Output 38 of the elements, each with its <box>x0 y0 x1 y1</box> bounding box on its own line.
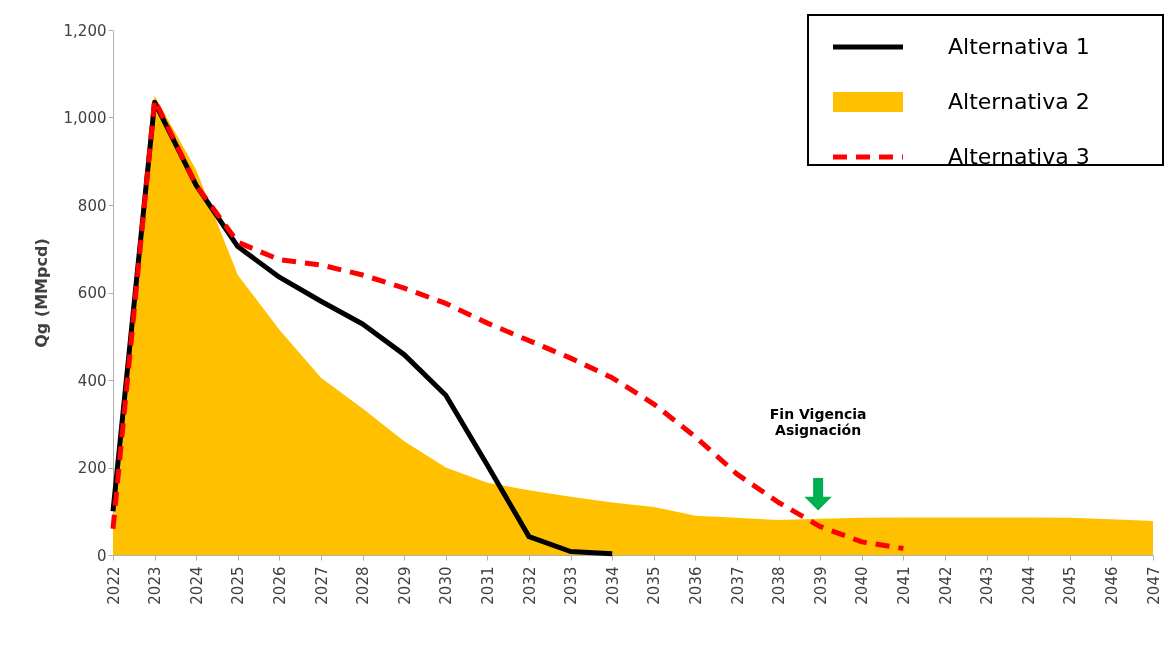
x-tick-label: 2024 <box>187 566 206 605</box>
legend-label: Alternativa 3 <box>948 144 1090 169</box>
y-tick-label: 600 <box>77 284 107 302</box>
x-tick-label: 2028 <box>354 566 373 605</box>
x-tick-label: 2036 <box>686 566 705 605</box>
x-tick-label: 2040 <box>853 566 872 605</box>
x-tick-label: 2030 <box>437 566 456 605</box>
x-tick-label: 2029 <box>395 566 414 605</box>
x-tick-label: 2025 <box>229 566 248 605</box>
x-tick-label: 2039 <box>811 566 830 605</box>
x-tick-label: 2035 <box>645 566 664 605</box>
y-tick-label: 1,000 <box>63 109 107 127</box>
legend-label: Alternativa 1 <box>948 34 1090 59</box>
x-tick-label: 2023 <box>146 566 165 605</box>
x-tick-label: 2045 <box>1061 566 1080 605</box>
x-tick-label: 2022 <box>104 566 123 605</box>
annotation: Fin Vigencia Asignación <box>769 406 867 438</box>
y-tick-label: 400 <box>77 371 107 390</box>
y-tick-label: 1,200 <box>63 21 107 40</box>
x-tick-label: 2043 <box>978 566 997 605</box>
x-tick-label: 2038 <box>770 566 789 605</box>
x-tick-label: 2037 <box>728 566 747 605</box>
x-tick-label: 2027 <box>312 566 331 605</box>
legend-label: Alternativa 2 <box>948 89 1090 114</box>
y-tick-label: 200 <box>77 459 107 477</box>
x-tick-label: 2026 <box>270 566 289 605</box>
x-tick-label: 2046 <box>1102 566 1121 605</box>
x-tick-label: 2042 <box>936 566 955 605</box>
x-tick-label: 2047 <box>1144 566 1163 605</box>
x-tick-label: 2034 <box>603 566 622 605</box>
x-tick-label: 2033 <box>562 566 581 605</box>
x-tick-label: 2044 <box>1019 566 1038 605</box>
y-tick-label: 0 <box>96 546 107 565</box>
y-axis-title: Qg (MMpcd) <box>31 238 51 348</box>
x-tick-label: 2031 <box>478 566 497 605</box>
y-tick-label: 800 <box>77 196 107 215</box>
x-tick-label: 2032 <box>520 566 539 605</box>
x-tick-label: 2041 <box>894 566 913 605</box>
